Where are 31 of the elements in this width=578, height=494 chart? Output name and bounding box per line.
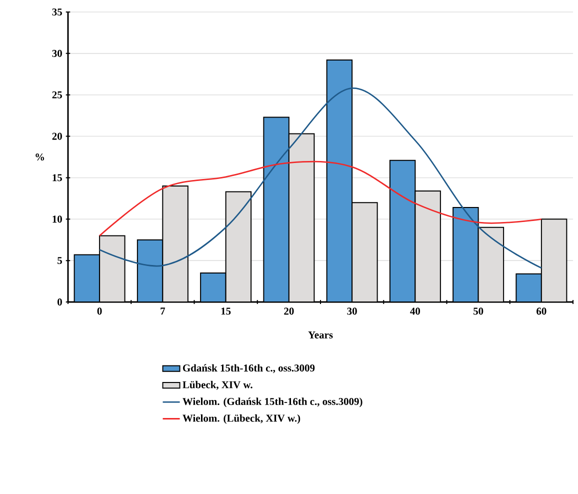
x-tick-label: 7 [160,308,166,314]
x-tick-label: 40 [410,308,420,315]
legend-label: Lübeck, XIV w. [182,380,252,390]
y-axis-title: % [36,153,44,161]
bar [74,254,100,302]
line-series [98,88,542,269]
y-tick-label: 0 [58,298,62,306]
y-tick-label: 15 [52,174,62,182]
x-tick-label: 60 [536,308,546,315]
bar [200,273,226,302]
bar [326,60,352,302]
x-tick-label: 15 [221,308,231,315]
y-tick-label: 35 [52,8,62,16]
y-tick-label: 30 [52,50,62,57]
legend-label: Gdańsk 15th-16th c., oss.3009 [182,364,315,374]
y-tick-label: 25 [52,91,62,98]
x-axis-title: Years [308,332,333,338]
x-tick-label: 20 [284,308,294,315]
legend-label: Wielom. (Gdańsk 15th-16th c., oss.3009) [182,398,362,408]
y-tick-label: 5 [58,257,62,264]
y-tick-label: 10 [52,216,62,223]
bar [264,117,289,302]
y-tick-label: 20 [52,132,62,140]
legend-label: Wielom. (Lübeck, XIV w.) [182,414,300,424]
bar [137,240,163,302]
x-tick-label: 0 [97,308,102,315]
x-tick-label: 30 [347,308,357,315]
bar [390,160,416,302]
bar [516,273,542,302]
bar [453,208,478,302]
x-tick-label: 50 [474,308,484,315]
